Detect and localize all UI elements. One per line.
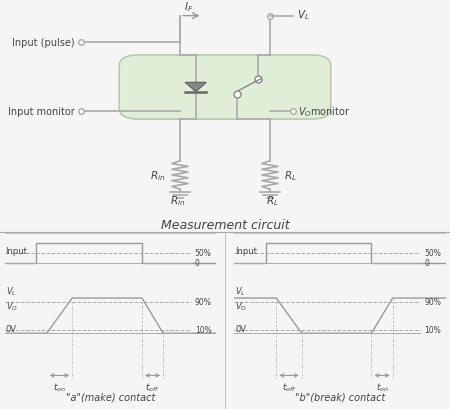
Text: Input: Input <box>5 246 27 255</box>
Text: "a"(make) contact: "a"(make) contact <box>66 391 155 402</box>
Text: 90%: 90% <box>195 297 212 306</box>
Text: Input: Input <box>235 246 257 255</box>
Text: $t_{on}$: $t_{on}$ <box>376 380 388 393</box>
Text: $t_{off}$: $t_{off}$ <box>145 380 160 393</box>
Text: $V_O$monitor: $V_O$monitor <box>298 105 351 118</box>
Text: $R_{in}$: $R_{in}$ <box>150 169 166 182</box>
Polygon shape <box>185 83 206 92</box>
Text: 0: 0 <box>424 259 429 268</box>
Text: 0: 0 <box>195 259 200 268</box>
Text: $V_O$: $V_O$ <box>5 300 18 312</box>
Text: 50%: 50% <box>424 249 441 258</box>
FancyBboxPatch shape <box>119 56 331 120</box>
Text: Input monitor: Input monitor <box>8 106 74 117</box>
Text: Input (pulse): Input (pulse) <box>12 38 74 48</box>
Text: 10%: 10% <box>195 326 212 335</box>
Text: $R_L$: $R_L$ <box>266 193 279 207</box>
Text: $R_L$: $R_L$ <box>284 169 297 182</box>
Text: $V_O$: $V_O$ <box>235 300 247 312</box>
Text: $I_F$: $I_F$ <box>184 0 194 14</box>
Text: 90%: 90% <box>424 297 441 306</box>
Text: $R_{in}$: $R_{in}$ <box>170 193 185 207</box>
Text: $t_{off}$: $t_{off}$ <box>282 380 296 393</box>
Text: $V_L$: $V_L$ <box>297 9 310 22</box>
Text: 10%: 10% <box>424 326 441 335</box>
Text: 50%: 50% <box>195 249 212 258</box>
Text: $t_{on}$: $t_{on}$ <box>53 380 66 393</box>
Text: 0V: 0V <box>235 324 246 333</box>
Text: 0V: 0V <box>5 324 17 333</box>
Text: "b"(break) contact: "b"(break) contact <box>295 391 385 402</box>
Text: $V_L$: $V_L$ <box>5 285 16 297</box>
Text: $V_L$: $V_L$ <box>235 285 246 297</box>
Text: Measurement circuit: Measurement circuit <box>161 219 289 232</box>
